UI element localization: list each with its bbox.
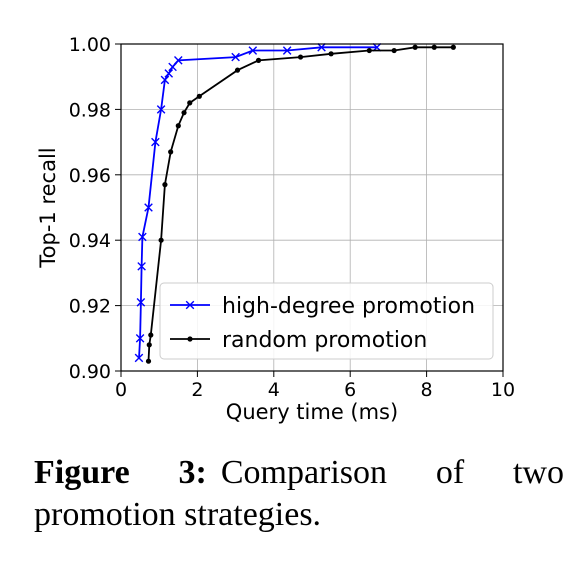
data-point-x-marker — [134, 353, 144, 363]
x-tick-label: 10 — [491, 379, 515, 401]
data-point-dot — [181, 110, 187, 116]
data-point-dot — [146, 342, 152, 348]
data-point-x-marker — [136, 298, 146, 307]
data-point-dot — [158, 237, 164, 243]
legend-label-1: high-degree promotion — [222, 294, 475, 319]
y-tick-label: 0.92 — [69, 296, 111, 318]
data-point-x-marker — [248, 46, 258, 55]
data-point-x-marker — [282, 46, 292, 55]
data-point-dot — [187, 100, 193, 106]
data-point-x-marker — [135, 334, 145, 343]
data-point-x-marker — [231, 52, 240, 62]
legend-marker-x — [185, 300, 195, 310]
data-point-dot — [148, 332, 154, 338]
data-point-x-marker — [174, 56, 183, 65]
legend-box — [159, 282, 494, 360]
data-point-x-marker — [160, 75, 170, 85]
data-point-x-marker — [137, 262, 146, 271]
data-point-x-marker — [138, 232, 147, 242]
x-tick-label: 4 — [268, 379, 280, 401]
x-tick-label: 2 — [191, 379, 203, 401]
y-tick-label: 0.90 — [69, 361, 111, 383]
x-axis-label: Query time (ms) — [226, 400, 398, 424]
data-point-dot — [234, 67, 241, 73]
line-chart: 0 2 4 6 8 10 0.90 0.92 0.94 0.96 0.98 1.00 Query tim… — [36, 34, 515, 424]
x-tick-label: 6 — [344, 379, 356, 401]
data-point-dot — [196, 93, 202, 99]
data-point-x-marker — [317, 42, 326, 52]
data-point-dot — [145, 358, 152, 364]
data-point-dot — [450, 44, 456, 50]
data-point-x-marker — [151, 137, 160, 147]
x-tick-label: 0 — [115, 379, 127, 401]
data-point-x-marker — [164, 69, 174, 78]
data-point-dot — [175, 123, 181, 129]
data-point-dot — [412, 44, 418, 50]
data-point-dot — [431, 44, 437, 50]
data-point-dot — [297, 54, 304, 60]
y-axis-label: Top-1 recall — [36, 147, 60, 268]
legend-label-2: random promotion — [222, 328, 427, 353]
y-tick-label: 0.96 — [69, 165, 111, 187]
data-point-x-marker — [156, 105, 166, 114]
plot-frame — [120, 43, 504, 372]
data-point-dot — [162, 182, 168, 188]
y-tick-label: 1.00 — [69, 34, 111, 56]
data-point-dot — [391, 47, 397, 54]
data-point-x-marker — [144, 203, 153, 212]
figure-caption: Figure 3: Comparison of two promotion str… — [34, 452, 564, 536]
data-point-dot — [366, 47, 372, 54]
caption-text: Comparison of two promotion strategies. — [34, 454, 564, 533]
data-point-dot — [328, 51, 334, 57]
y-tick-label: 0.98 — [69, 99, 111, 121]
x-tick-label: 8 — [421, 379, 433, 401]
data-point-dot — [168, 149, 174, 155]
data-point-dot — [255, 57, 262, 63]
caption-label: Figure 3: — [34, 454, 207, 491]
y-tick-label: 0.94 — [69, 230, 111, 252]
legend-marker-dot — [187, 336, 193, 342]
